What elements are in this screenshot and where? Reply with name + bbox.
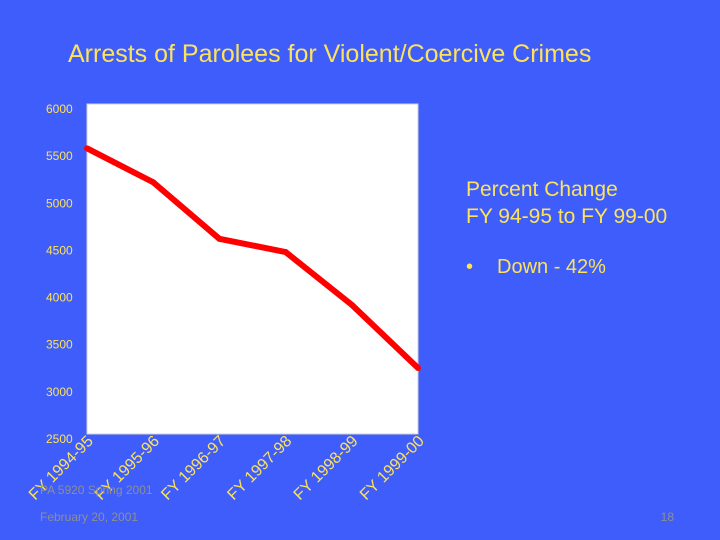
percent-change-value: Down - 42%: [497, 256, 606, 278]
series-point: [150, 179, 157, 186]
x-tick-label: FY 1997-98: [224, 433, 295, 504]
x-tick-label: FY 1996-97: [158, 433, 229, 504]
series-point: [282, 249, 289, 256]
footer-date: February 20, 2001: [40, 510, 139, 524]
x-tick-label: FY 1998-99: [291, 433, 362, 504]
series-point: [348, 301, 355, 308]
footer-course: PA 5920 Spring 2001: [40, 483, 153, 497]
footer-page-number: 18: [660, 510, 674, 524]
series-point: [415, 365, 421, 371]
y-tick-label: 3000: [46, 385, 73, 399]
bullet-glyph: •: [466, 256, 474, 278]
y-tick-label: 5000: [46, 196, 73, 210]
y-tick-label: 4500: [46, 243, 73, 257]
percent-change-heading-line: Percent Change: [466, 178, 618, 201]
percent-change-bullet: • Down - 42%: [466, 256, 606, 279]
y-tick-label: 5500: [46, 149, 73, 163]
x-tick-label: FY 1999-00: [357, 433, 428, 504]
y-axis-tick-labels: 6000 5500 5000 4500 4000 3500 3000 2500: [46, 102, 73, 446]
series-point: [84, 145, 90, 152]
y-tick-label: 2500: [46, 432, 73, 446]
series-line: [85, 145, 421, 371]
plot-area: [86, 103, 419, 435]
y-tick-label: 4000: [46, 291, 73, 305]
chart-title: Arrests of Parolees for Violent/Coercive…: [68, 40, 592, 68]
y-tick-label: 3500: [46, 338, 73, 352]
percent-change-heading-line: FY 94-95 to FY 99-00: [466, 205, 668, 228]
series-point: [216, 235, 223, 242]
y-tick-label: 6000: [46, 102, 73, 116]
percent-change-heading: Percent Change FY 94-95 to FY 99-00: [466, 176, 667, 230]
series-group: [84, 145, 421, 371]
